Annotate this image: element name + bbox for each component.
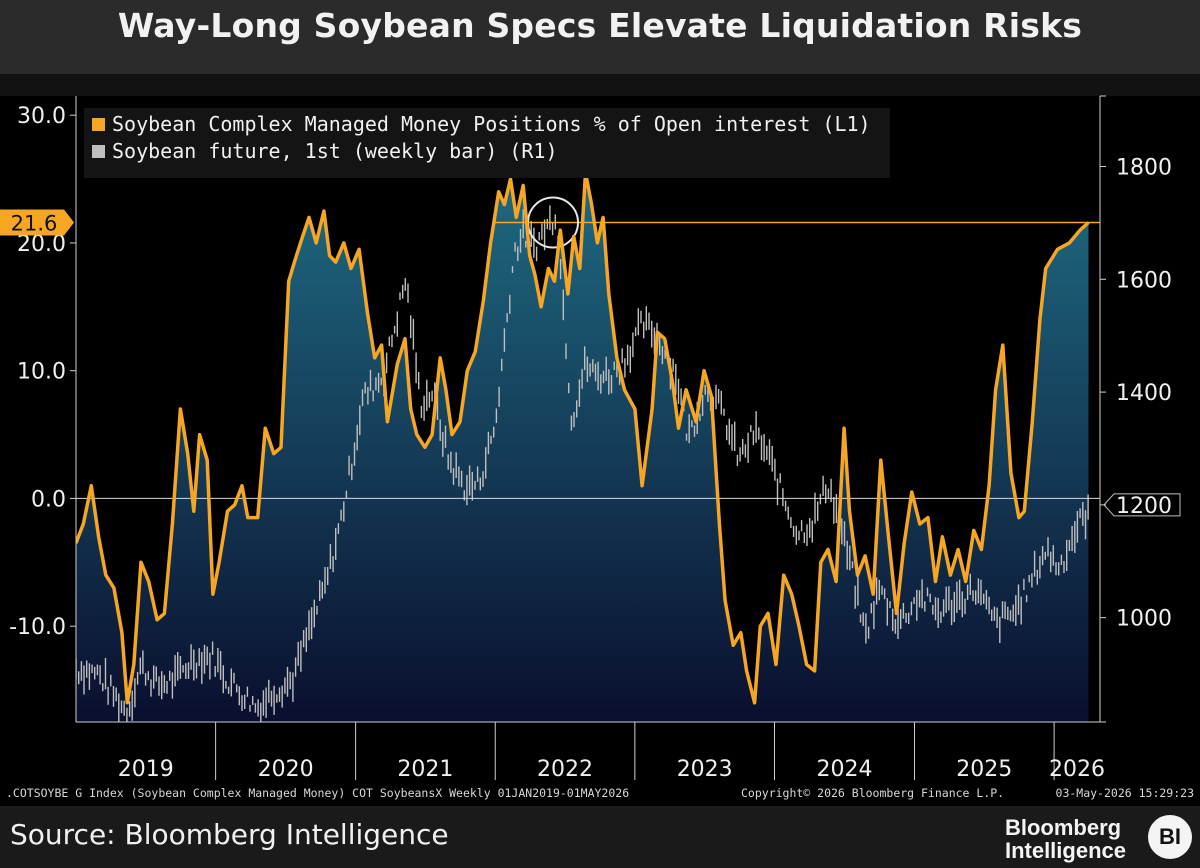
footnote: .COTSOYBE G Index (Soybean Complex Manag…: [6, 786, 1196, 800]
source-bar: [0, 806, 1200, 868]
legend: Soybean Complex Managed Money Positions …: [84, 108, 890, 178]
title-bar: Way-Long Soybean Specs Elevate Liquidati…: [0, 0, 1200, 74]
axes: 30.0 20.0 10.0 0.0 -10.0 1800 1600 1400 1200 1000…: [0, 95, 1181, 782]
managed-money-series: [76, 170, 1090, 705]
x-tick-label: 2025: [956, 757, 1012, 782]
source-text: Source: Bloomberg Intelligence: [10, 818, 449, 851]
x-tick-label: 2026: [1049, 757, 1105, 782]
x-tick-label: 2020: [258, 757, 314, 782]
last-value-tag: [0, 209, 74, 236]
x-tick-label: 2022: [537, 757, 593, 782]
left-tick-label: -10.0: [9, 615, 66, 640]
right-tick-label: 1400: [1116, 381, 1172, 406]
copyright: Copyright© 2026 Bloomberg Finance L.P.: [741, 786, 1005, 800]
futures-series: [76, 205, 1089, 722]
header-band: [0, 74, 1200, 96]
legend-box: [84, 108, 890, 178]
last-value-label: 21.6: [11, 211, 58, 235]
x-tick-label: 2023: [677, 757, 733, 782]
legend-swatch: [92, 145, 105, 158]
bloomberg-logo: Bloomberg Intelligence: [1005, 816, 1126, 862]
x-tick-label: 2019: [118, 757, 174, 782]
right-tick-label: 1200: [1116, 494, 1172, 519]
legend-swatch: [92, 118, 105, 131]
logo-line-1: Bloomberg: [1004, 815, 1122, 840]
managed-money-area: [76, 172, 1089, 722]
managed-money-line: [76, 170, 1090, 705]
index-description: .COTSOYBE G Index (Soybean Complex Manag…: [6, 786, 630, 800]
right-tick-label: 1600: [1116, 268, 1172, 293]
legend-label: Soybean Complex Managed Money Positions …: [112, 112, 871, 136]
logo-line-2: Intelligence: [1004, 838, 1126, 863]
left-tick-label: 30.0: [17, 104, 66, 129]
timestamp: 03-May-2026 15:29:23: [1055, 786, 1194, 800]
right-tick-label: 1000: [1116, 607, 1172, 632]
chart-title: Way-Long Soybean Specs Elevate Liquidati…: [117, 6, 1083, 45]
right-value-marker: [1103, 493, 1181, 517]
left-tick-label: 0.0: [31, 487, 66, 512]
left-tick-label: 10.0: [17, 360, 66, 385]
left-tick-label: 20.0: [17, 232, 66, 257]
legend-label: Soybean future, 1st (weekly bar) (R1): [112, 139, 558, 163]
x-tick-label: 2021: [397, 757, 453, 782]
bi-logo-icon: BI: [1148, 815, 1192, 859]
area-layer: [76, 172, 1089, 722]
right-tick-label: 1800: [1116, 155, 1172, 180]
x-tick-label: 2024: [817, 757, 873, 782]
